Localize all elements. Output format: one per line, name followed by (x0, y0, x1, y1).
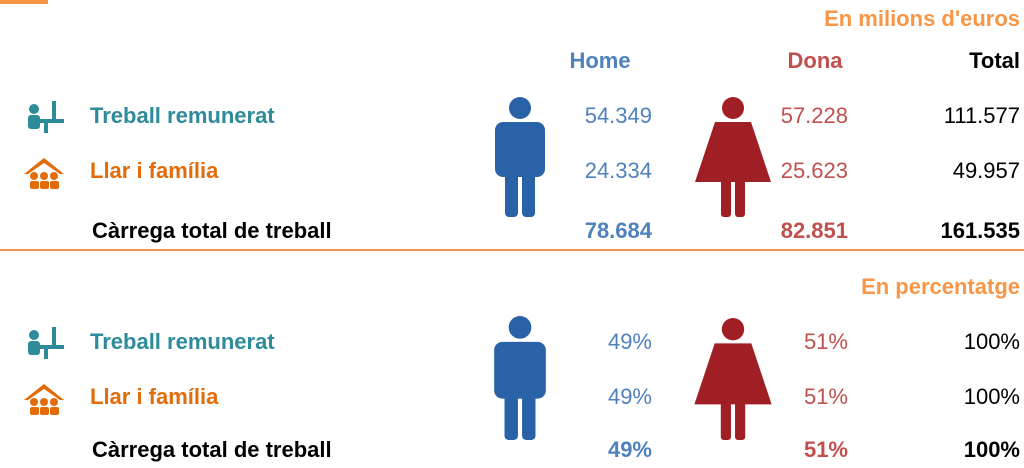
cell-value: 49.957 (953, 158, 1020, 183)
cell-value: 51% (804, 329, 848, 354)
icon-part (44, 123, 48, 133)
leg (505, 157, 518, 217)
cell-value: 49% (608, 329, 652, 354)
unit-label: En percentatge (861, 274, 1020, 299)
accent-bar (0, 0, 48, 4)
cell-value: 24.334 (585, 158, 652, 183)
column-header: Home (569, 48, 630, 73)
cell-value: 54.349 (585, 103, 652, 128)
icon-part (38, 345, 64, 349)
icon-part (40, 172, 48, 180)
dress (695, 122, 771, 182)
cell-value: 100% (964, 437, 1020, 462)
man-icon (494, 316, 546, 440)
torso (495, 122, 545, 177)
leg (735, 399, 746, 440)
icon-part (52, 101, 56, 119)
leg (522, 157, 535, 217)
icon-part (24, 158, 64, 174)
icon-part (30, 181, 39, 189)
torso (494, 341, 546, 399)
row-label: Càrrega total de treball (92, 437, 332, 462)
home-icon (24, 158, 64, 189)
icon-part (28, 341, 40, 355)
woman-icon (694, 318, 772, 440)
row-label: Llar i família (90, 384, 219, 409)
icon-part (38, 119, 64, 123)
dress (694, 343, 772, 405)
work-icon (28, 101, 64, 133)
cell-value: 51% (804, 384, 848, 409)
head (722, 97, 744, 119)
man-icon (495, 97, 545, 217)
icon-part (40, 407, 49, 415)
icon-part (30, 172, 38, 180)
column-header: Total (969, 48, 1020, 73)
icon-part (50, 407, 59, 415)
cell-value: 111.577 (944, 103, 1020, 128)
icon-part (29, 330, 39, 340)
leg (735, 177, 745, 217)
icon-part (44, 349, 48, 359)
icon-part (29, 104, 39, 114)
icon-part (50, 398, 58, 406)
column-header: Dona (788, 48, 844, 73)
icon-part (50, 181, 59, 189)
row-label: Llar i família (90, 158, 219, 183)
work-icon (28, 327, 64, 359)
icon-part (40, 398, 48, 406)
cell-value: 49% (608, 437, 652, 462)
leg (720, 399, 731, 440)
icon-part (30, 398, 38, 406)
head (509, 97, 531, 119)
cell-value: 161.535 (940, 218, 1020, 243)
icon-part (28, 115, 40, 129)
cell-value: 51% (804, 437, 848, 462)
row-label: Treball remunerat (90, 103, 275, 128)
cell-value: 82.851 (781, 218, 848, 243)
icon-part (24, 384, 64, 400)
cell-value: 100% (964, 329, 1020, 354)
cell-value: 25.623 (781, 158, 848, 183)
icon-part (30, 407, 39, 415)
cell-value: 49% (608, 384, 652, 409)
leg (504, 378, 518, 440)
row-label: Treball remunerat (90, 329, 275, 354)
icon-part (40, 181, 49, 189)
leg (522, 378, 536, 440)
leg (721, 177, 731, 217)
icon-part (52, 327, 56, 345)
row-label: Càrrega total de treball (92, 218, 332, 243)
cell-value: 57.228 (781, 103, 848, 128)
home-icon (24, 384, 64, 415)
icon-part (50, 172, 58, 180)
cell-value: 100% (964, 384, 1020, 409)
head (508, 316, 532, 339)
head (721, 318, 745, 341)
unit-label: En milions d'euros (824, 6, 1020, 31)
cell-value: 78.684 (585, 218, 653, 243)
woman-icon (695, 97, 771, 217)
